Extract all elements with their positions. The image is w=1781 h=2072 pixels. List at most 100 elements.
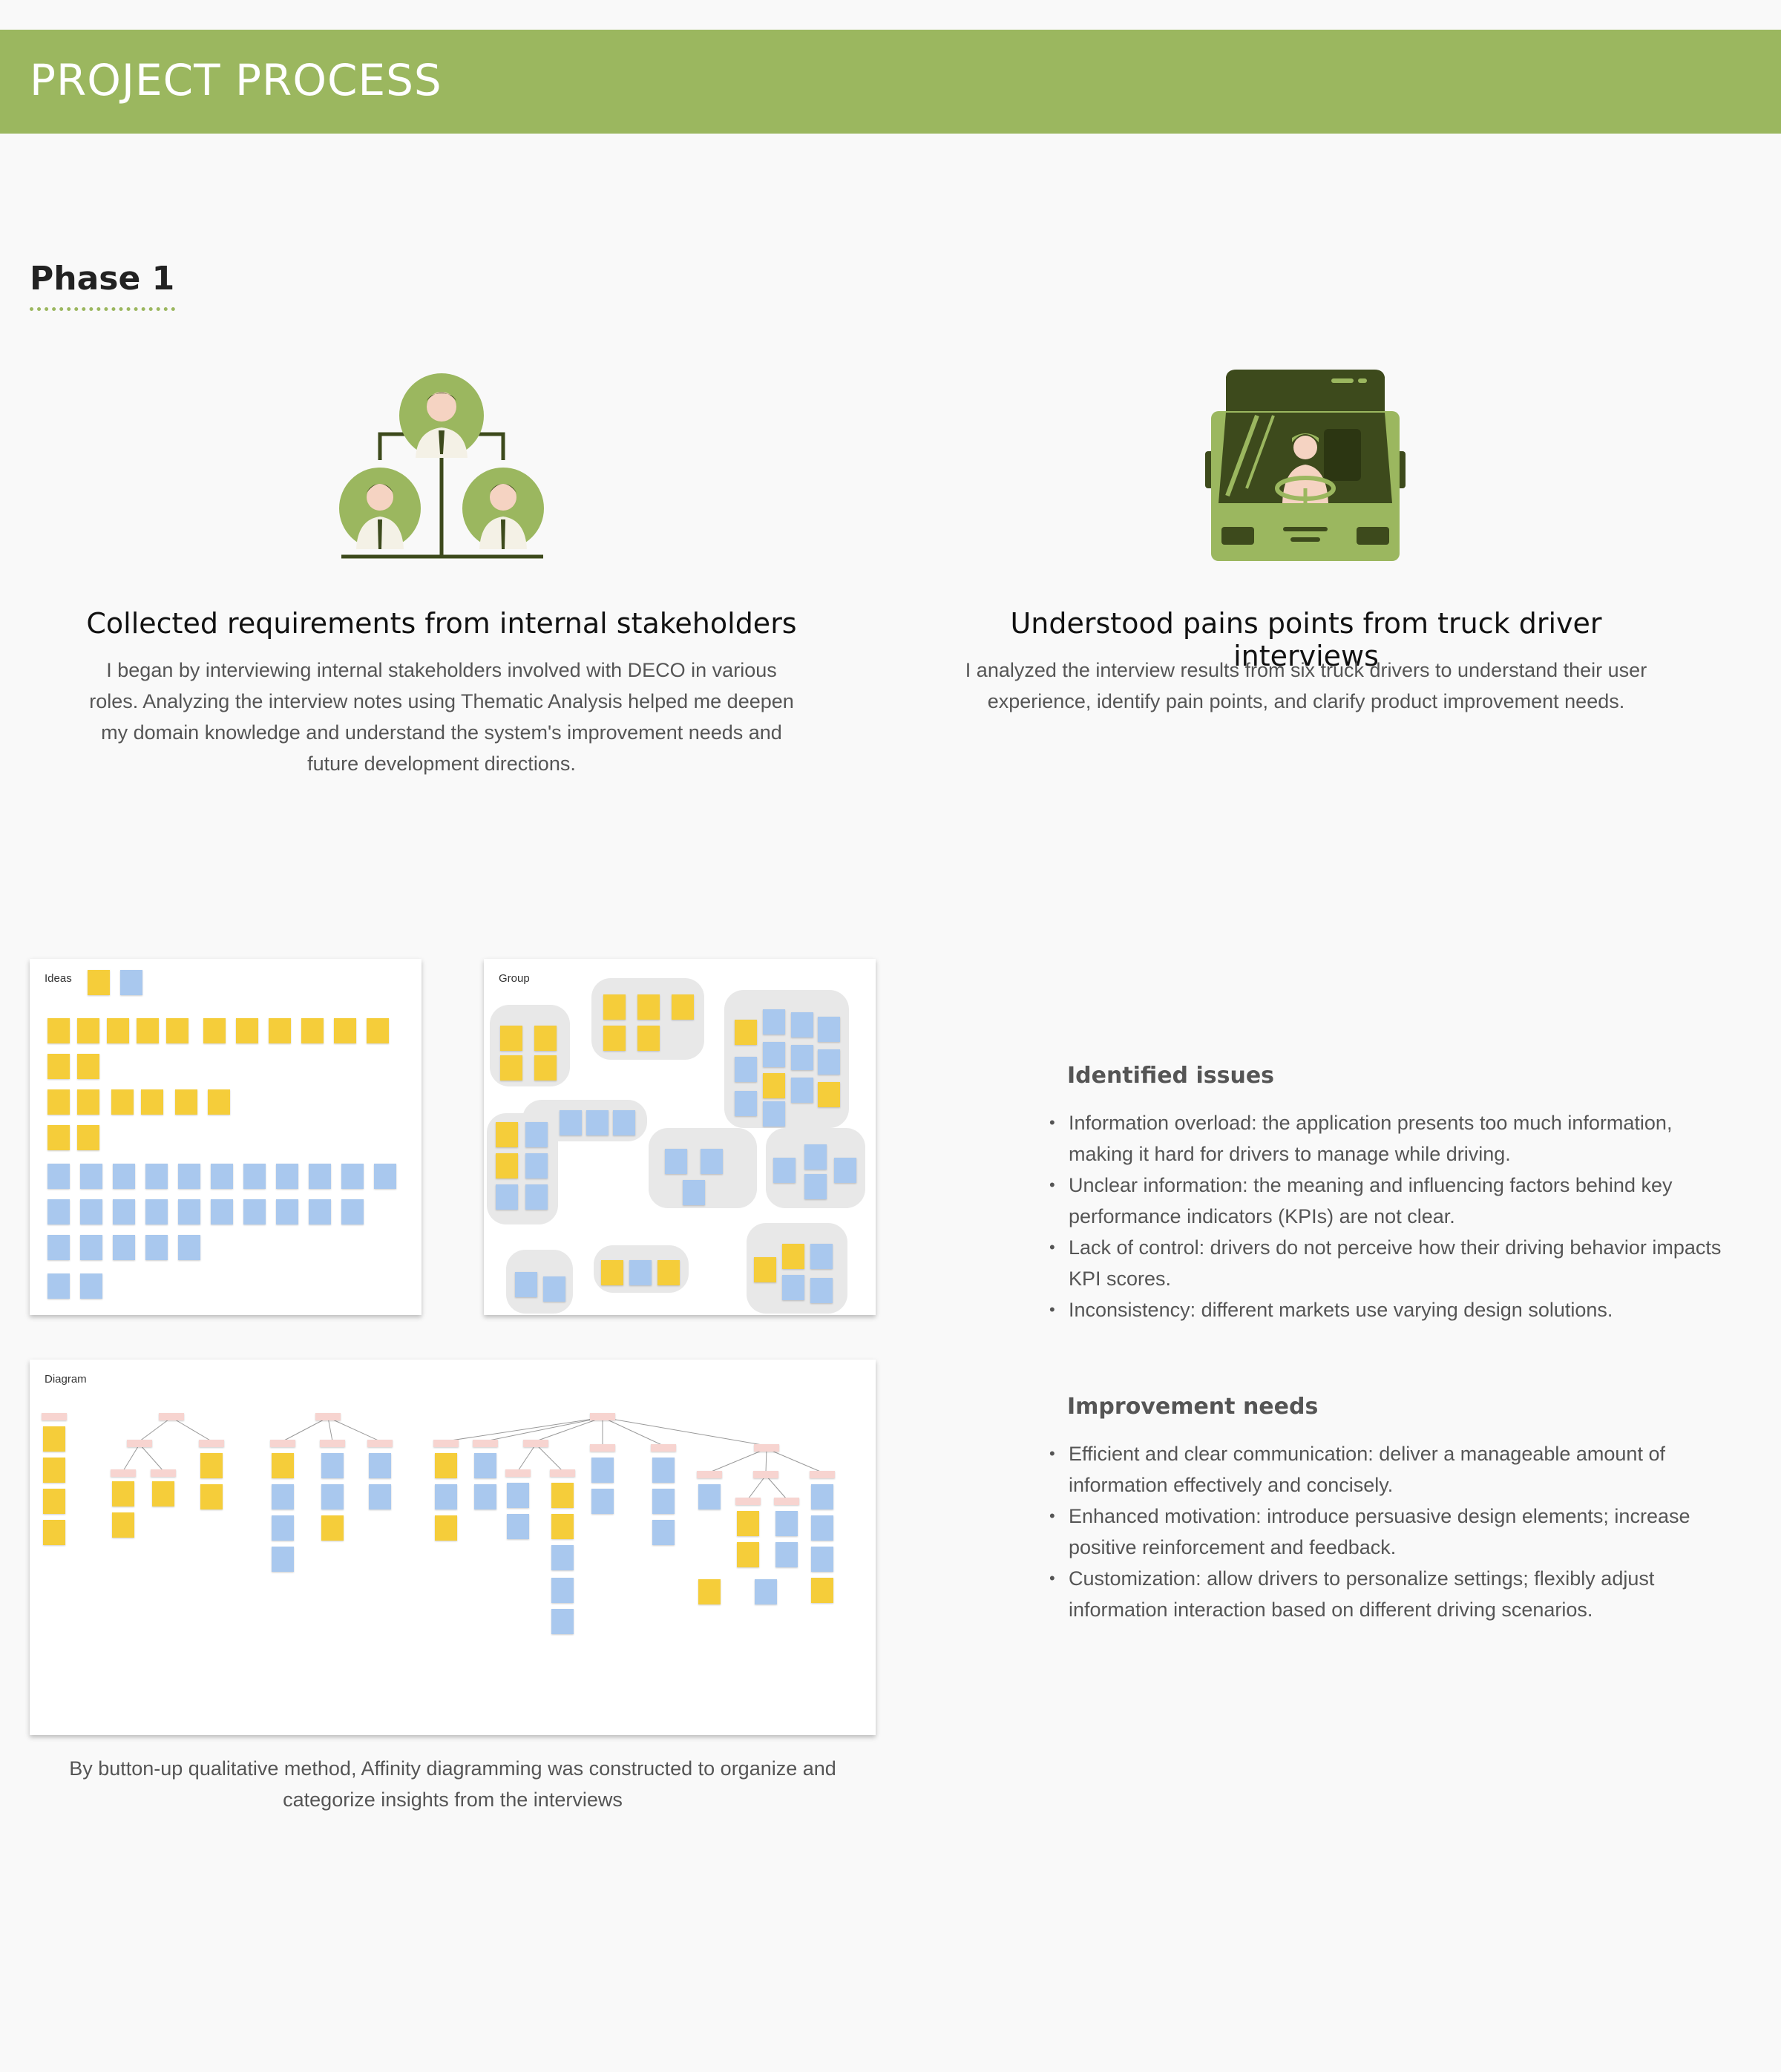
sticky-note xyxy=(811,1515,833,1541)
sticky-note xyxy=(551,1578,574,1603)
sticky-note xyxy=(763,1073,785,1098)
sticky-note xyxy=(208,1089,230,1115)
sticky-note xyxy=(321,1515,344,1541)
diagram-node xyxy=(111,1469,136,1477)
diagram-node xyxy=(320,1440,345,1447)
cluster xyxy=(487,1113,558,1224)
sticky-note xyxy=(272,1453,294,1478)
diagram-node xyxy=(523,1440,548,1447)
sticky-note xyxy=(507,1514,529,1539)
sticky-note xyxy=(735,1057,757,1082)
sticky-note xyxy=(525,1153,548,1178)
diagram-node xyxy=(199,1440,224,1447)
card-title-stakeholders: Collected requirements from internal sta… xyxy=(86,607,797,640)
sticky-note xyxy=(551,1609,574,1634)
issues-title: Identified issues xyxy=(1067,1063,1275,1089)
sticky-note xyxy=(791,1012,813,1037)
sticky-note xyxy=(613,1110,635,1135)
sticky-note xyxy=(272,1484,294,1509)
sticky-note xyxy=(175,1089,197,1115)
sticky-note xyxy=(698,1484,721,1509)
sticky-note xyxy=(804,1144,827,1170)
sticky-note xyxy=(763,1009,785,1035)
sticky-note xyxy=(737,1542,759,1567)
sticky-note xyxy=(301,1018,324,1043)
sticky-note xyxy=(141,1089,163,1115)
sticky-note xyxy=(683,1180,705,1205)
sticky-note xyxy=(551,1483,574,1508)
sticky-note xyxy=(166,1018,188,1043)
sticky-note xyxy=(111,1089,134,1115)
sticky-note xyxy=(652,1520,675,1545)
sticky-note xyxy=(269,1018,291,1043)
card-title-truck-drivers: Understood pains points from truck drive… xyxy=(1010,607,1602,672)
header-banner: PROJECT PROCESS xyxy=(0,30,1781,134)
sticky-note xyxy=(435,1453,457,1478)
sticky-note xyxy=(652,1489,675,1514)
sticky-note xyxy=(334,1018,356,1043)
sticky-note xyxy=(77,1018,99,1043)
sticky-note xyxy=(113,1164,135,1189)
sticky-note xyxy=(496,1122,518,1147)
sticky-note xyxy=(754,1257,776,1282)
phase-title: Phase 1 xyxy=(30,260,175,298)
sticky-note xyxy=(152,1481,174,1507)
diagram-node xyxy=(810,1471,835,1478)
sticky-note xyxy=(591,1489,614,1514)
sticky-note xyxy=(515,1272,537,1297)
sticky-note xyxy=(818,1049,840,1075)
sticky-note xyxy=(243,1199,266,1224)
sticky-note xyxy=(507,1483,529,1508)
sticky-note xyxy=(47,1018,70,1043)
sticky-note xyxy=(43,1458,65,1483)
sticky-note xyxy=(603,994,626,1020)
sticky-note xyxy=(637,1026,660,1051)
diagram-node xyxy=(590,1444,615,1452)
diagram-node xyxy=(651,1444,676,1452)
issues-list: Information overload: the application pr… xyxy=(1046,1107,1722,1325)
diagram-node xyxy=(735,1498,761,1505)
sticky-note xyxy=(178,1235,200,1260)
cluster xyxy=(506,1250,573,1314)
sticky-note xyxy=(77,1054,99,1079)
card-text-truck-drivers: I analyzed the interview results from si… xyxy=(965,659,1647,712)
sticky-note xyxy=(791,1078,813,1103)
diagram-node xyxy=(697,1471,722,1478)
diagram-node xyxy=(42,1413,67,1420)
sticky-note xyxy=(80,1235,102,1260)
sticky-note xyxy=(591,1458,614,1483)
ideas-board: Ideas xyxy=(30,959,422,1315)
page-title: PROJECT PROCESS xyxy=(30,55,442,105)
sticky-note xyxy=(88,970,110,995)
sticky-note xyxy=(178,1199,200,1224)
need-item: Enhanced motivation: introduce persuasiv… xyxy=(1046,1501,1722,1563)
needs-title: Improvement needs xyxy=(1067,1394,1319,1420)
diagram-node xyxy=(315,1413,341,1420)
sticky-note xyxy=(203,1018,226,1043)
sticky-note xyxy=(665,1149,687,1174)
sticky-note xyxy=(107,1018,129,1043)
sticky-note xyxy=(80,1199,102,1224)
sticky-note xyxy=(272,1547,294,1572)
group-board: Group xyxy=(484,959,876,1315)
sticky-note xyxy=(43,1426,65,1452)
sticky-note xyxy=(145,1235,168,1260)
sticky-note xyxy=(120,970,142,995)
sticky-note xyxy=(43,1520,65,1545)
sticky-note xyxy=(543,1276,565,1302)
sticky-note xyxy=(243,1164,266,1189)
sticky-note xyxy=(818,1082,840,1107)
sticky-note xyxy=(80,1273,102,1299)
sticky-note xyxy=(534,1055,557,1081)
issue-item: Inconsistency: different markets use var… xyxy=(1046,1294,1722,1325)
sticky-note xyxy=(496,1153,518,1178)
sticky-note xyxy=(586,1110,609,1135)
sticky-note xyxy=(763,1101,785,1127)
sticky-note xyxy=(369,1453,391,1478)
diagram-node xyxy=(473,1440,498,1447)
diagram-node xyxy=(159,1413,184,1420)
sticky-note xyxy=(178,1164,200,1189)
diagram-node xyxy=(151,1469,176,1477)
sticky-note xyxy=(435,1484,457,1509)
sticky-note xyxy=(773,1158,796,1183)
